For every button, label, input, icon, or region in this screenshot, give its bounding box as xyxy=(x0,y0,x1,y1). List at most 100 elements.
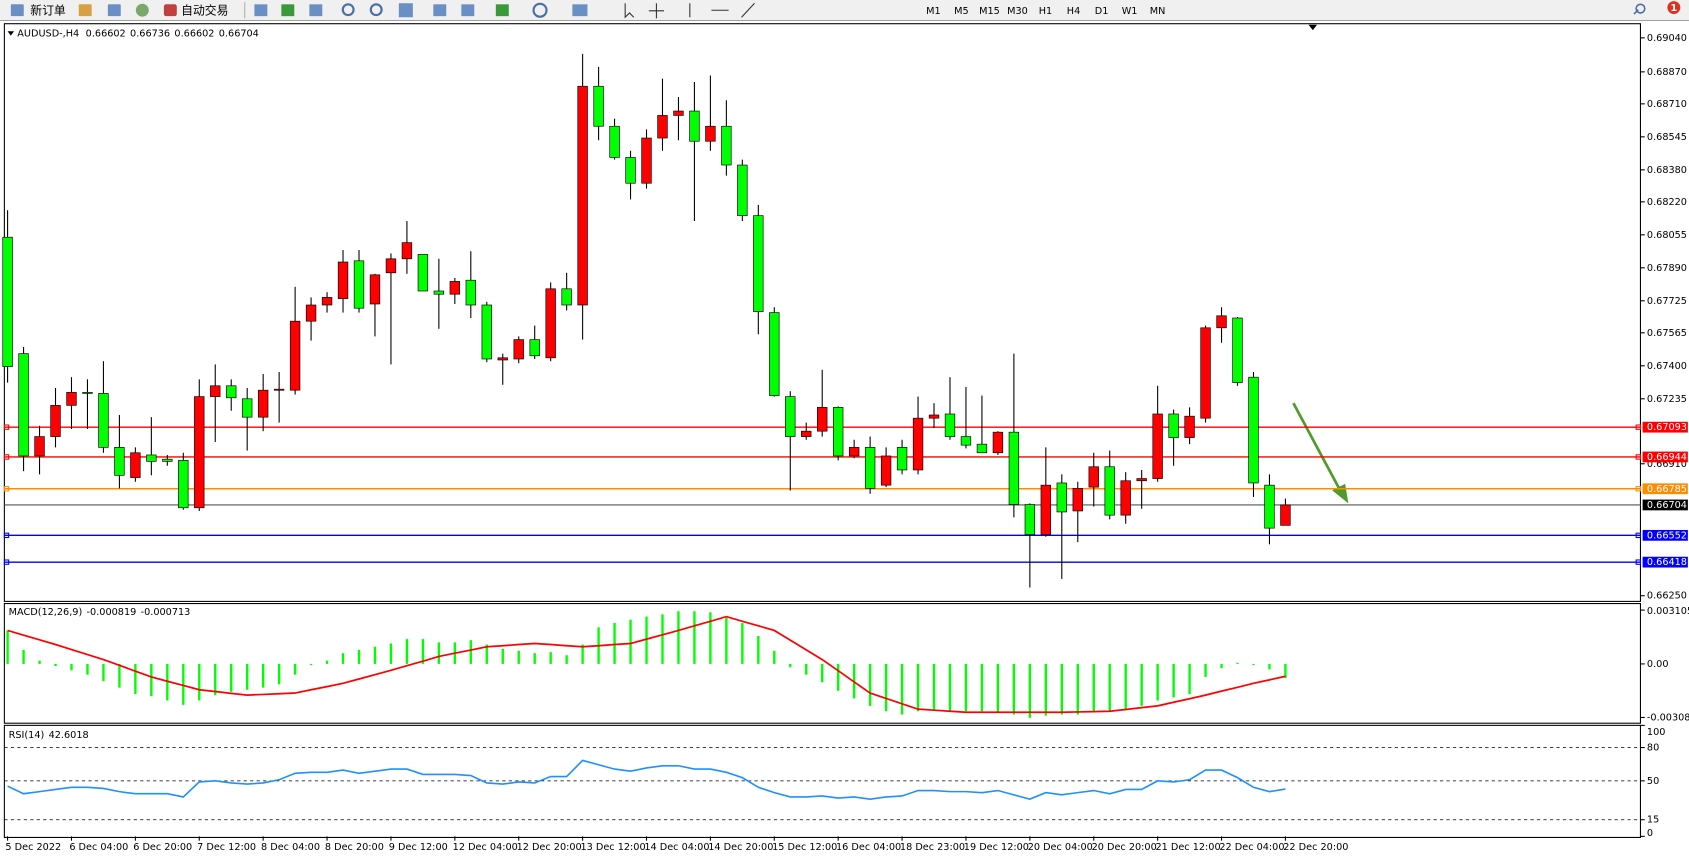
candle-body xyxy=(529,339,540,357)
x-tick-label: 14 Dec 04:00 xyxy=(644,842,709,853)
y-tick-label: 0.68055 xyxy=(1647,230,1687,241)
icon[interactable] xyxy=(495,4,509,17)
y-tick-label: 0.67725 xyxy=(1647,296,1687,307)
candle-body xyxy=(880,455,892,486)
candle-body xyxy=(1040,484,1052,535)
icon[interactable] xyxy=(78,4,92,17)
icon[interactable] xyxy=(254,4,268,17)
y-tick-label: 15 xyxy=(1647,815,1659,826)
icon[interactable] xyxy=(369,3,383,17)
y-tick-label: 0.66910 xyxy=(1647,459,1687,470)
timeframe-button[interactable]: M30 xyxy=(1007,6,1028,17)
candle-body xyxy=(593,85,604,127)
timeframe-button[interactable]: H1 xyxy=(1039,6,1052,17)
header-part: 42.6018 xyxy=(49,730,89,741)
header-part: -0.000713 xyxy=(141,607,191,618)
x-tick-label: 21 Dec 12:00 xyxy=(1155,842,1220,853)
timeframe-button[interactable]: MN xyxy=(1150,6,1166,17)
icon[interactable] xyxy=(398,3,413,18)
candle-body xyxy=(1008,431,1020,505)
y-tick-label: 0.00 xyxy=(1647,659,1669,670)
timeframe-button[interactable]: M5 xyxy=(954,6,969,17)
y-tick-label: 50 xyxy=(1647,776,1659,787)
candle-body xyxy=(1280,504,1291,526)
candle-body xyxy=(1152,413,1163,479)
x-tick-label: 5 Dec 2022 xyxy=(5,842,61,853)
notification-badge[interactable] xyxy=(1667,1,1681,15)
y-tick-label: 0.68380 xyxy=(1647,165,1687,176)
icon[interactable] xyxy=(648,3,664,19)
candle-body xyxy=(721,125,732,166)
candle-body xyxy=(689,110,700,142)
y-tick-label: 0.69040 xyxy=(1647,33,1687,44)
icon[interactable] xyxy=(689,2,755,18)
candle-body xyxy=(1024,504,1036,535)
candle-body xyxy=(1168,413,1179,438)
y-tick-label: 0.68710 xyxy=(1647,99,1687,110)
candle-body xyxy=(289,320,301,391)
candle-body xyxy=(673,110,684,116)
toolbar-button-label[interactable]: 新订单 xyxy=(30,3,66,17)
header-part: 0.66602 xyxy=(174,28,214,39)
icon[interactable] xyxy=(461,4,475,17)
level-anchor xyxy=(1635,424,1641,430)
notification-count: 1 xyxy=(1670,3,1677,14)
candle-body xyxy=(385,258,397,274)
candle-body xyxy=(864,447,876,489)
x-tick-label: 19 Dec 12:00 xyxy=(964,842,1029,853)
x-tick-label: 20 Dec 20:00 xyxy=(1092,842,1157,853)
y-tick-label: 0.67400 xyxy=(1647,361,1687,372)
icon[interactable] xyxy=(341,3,355,17)
candle-body xyxy=(833,407,844,457)
y-tick-label: 80 xyxy=(1647,743,1659,754)
candle-body xyxy=(417,254,429,292)
toolbar-button-label[interactable]: 自动交易 xyxy=(181,3,228,17)
candle-body xyxy=(625,157,636,184)
candle-body xyxy=(848,447,860,457)
timeframe-button[interactable]: M15 xyxy=(979,6,1000,17)
arrow-shaft xyxy=(1292,402,1344,495)
timeframe-button[interactable]: D1 xyxy=(1095,6,1109,17)
icon[interactable] xyxy=(433,4,447,17)
candle-body xyxy=(801,430,812,437)
candle-body xyxy=(705,125,716,142)
candle-body xyxy=(257,389,269,418)
y-tick-label: 0.68220 xyxy=(1647,197,1687,208)
level-anchor xyxy=(1635,486,1641,492)
x-tick-label: 15 Dec 12:00 xyxy=(772,842,837,853)
candle-body xyxy=(34,436,45,457)
y-tick-label: 0.66250 xyxy=(1647,591,1687,602)
icon[interactable] xyxy=(309,4,323,17)
level-label: 0.66552 xyxy=(1647,530,1687,541)
y-tick-label: 0.68870 xyxy=(1647,67,1687,78)
icon[interactable] xyxy=(624,3,635,19)
icon[interactable] xyxy=(532,2,548,18)
level-label: 0.66785 xyxy=(1647,484,1687,495)
level-anchor xyxy=(1635,532,1641,539)
candle-body xyxy=(1056,482,1067,513)
chart-shift-marker[interactable] xyxy=(1308,24,1318,31)
candle-body xyxy=(785,396,796,437)
x-tick-label: 16 Dec 04:00 xyxy=(836,842,901,853)
icon[interactable] xyxy=(163,4,177,17)
icon[interactable] xyxy=(135,3,149,17)
candle-body xyxy=(2,236,13,367)
icon[interactable] xyxy=(572,4,588,17)
x-tick-label: 12 Dec 04:00 xyxy=(453,842,518,853)
timeframe-button[interactable]: M1 xyxy=(926,6,941,17)
timeframe-button[interactable]: H4 xyxy=(1067,6,1080,17)
signal-line xyxy=(7,615,1286,714)
candle-body xyxy=(1104,466,1115,516)
timeframe-button[interactable]: W1 xyxy=(1122,6,1138,17)
icon[interactable] xyxy=(281,4,295,17)
y-tick-label: 0.67890 xyxy=(1647,263,1687,274)
level-label-box xyxy=(1642,421,1688,433)
candle-body xyxy=(976,443,988,454)
header-part: 0.66704 xyxy=(219,28,259,39)
icon[interactable] xyxy=(107,4,121,17)
x-tick-label: 9 Dec 12:00 xyxy=(389,842,448,853)
candle-body xyxy=(130,452,141,478)
search-icon[interactable] xyxy=(1633,3,1646,15)
level-anchor xyxy=(1635,454,1641,460)
